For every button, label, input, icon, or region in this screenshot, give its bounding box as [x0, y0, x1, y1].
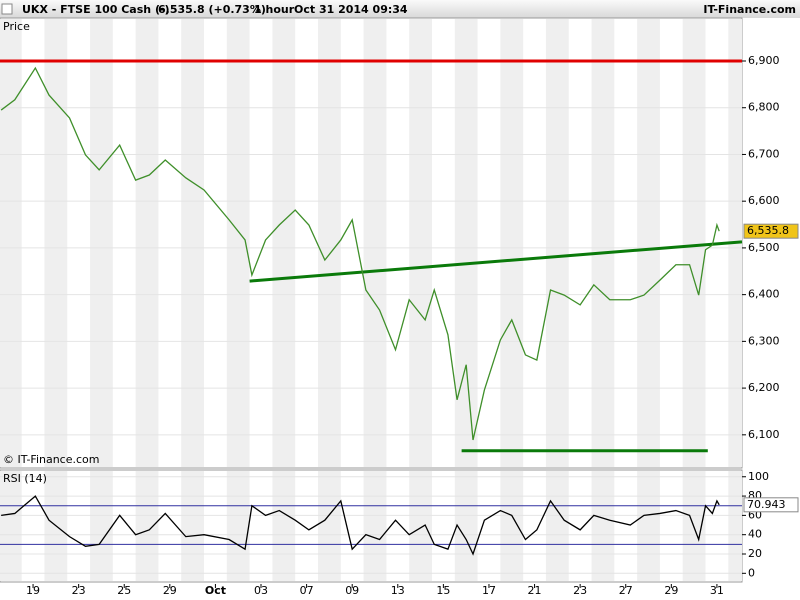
series-line — [1, 495, 720, 556]
y-tick-label: 6,300 — [748, 334, 780, 347]
day-band — [454, 19, 478, 467]
y-tick-label: 6,200 — [748, 381, 780, 394]
annotation-line — [249, 240, 743, 283]
panel-title: Price — [3, 20, 30, 33]
brand: IT-Finance.com — [703, 3, 796, 16]
day-band — [545, 471, 569, 581]
day-band — [500, 19, 524, 467]
day-band — [637, 19, 660, 467]
y-tick-label: 6,400 — [748, 288, 780, 301]
x-tick-label: 17 — [482, 584, 496, 597]
y-tick-label: 6,500 — [748, 241, 780, 254]
x-tick-label: 23 — [72, 584, 86, 597]
copyright: © IT-Finance.com — [3, 453, 100, 466]
day-band — [90, 471, 113, 581]
last-value-label: 6,535.8 — [747, 224, 789, 237]
x-tick-label: 21 — [528, 584, 542, 597]
day-band — [409, 19, 432, 467]
day-band — [272, 471, 296, 581]
x-tick-label: 29 — [163, 584, 177, 597]
timestamp: Oct 31 2014 09:34 — [294, 3, 408, 16]
day-band — [272, 19, 296, 467]
day-band — [0, 471, 22, 581]
day-band — [363, 471, 387, 581]
day-band — [591, 471, 615, 581]
x-tick-label: 19 — [26, 584, 40, 597]
day-band — [226, 471, 250, 581]
y-tick-label: 6,100 — [748, 428, 780, 441]
y-tick-label: 6,700 — [748, 147, 780, 160]
day-band — [181, 471, 205, 581]
y-tick-label: 40 — [748, 528, 762, 541]
x-tick-label: 25 — [117, 584, 131, 597]
x-tick-label: 31 — [710, 584, 724, 597]
day-band — [545, 19, 569, 467]
symbol: UKX - FTSE 100 Cash (-) — [22, 3, 170, 16]
day-band — [181, 19, 205, 467]
interval: 1 hour — [254, 3, 295, 16]
last-value-label: 70.943 — [747, 498, 786, 511]
y-tick-label: 100 — [748, 470, 769, 483]
day-band — [500, 471, 524, 581]
day-band — [363, 19, 387, 467]
x-tick-label: 13 — [391, 584, 405, 597]
x-tick-label: 23 — [573, 584, 587, 597]
x-tick-label: 29 — [664, 584, 678, 597]
day-band — [409, 471, 432, 581]
day-band — [318, 19, 341, 467]
x-tick-label: 15 — [436, 584, 450, 597]
series-line — [0, 66, 720, 441]
x-tick-label: 07 — [300, 584, 314, 597]
y-tick-label: 6,600 — [748, 194, 780, 207]
x-tick-label: 03 — [254, 584, 268, 597]
day-band — [682, 19, 706, 467]
y-tick-label: 0 — [748, 566, 755, 579]
y-tick-label: 6,800 — [748, 101, 780, 114]
header-icon — [1, 3, 13, 15]
day-band — [318, 471, 341, 581]
day-band — [591, 19, 615, 467]
day-band — [135, 471, 159, 581]
day-band — [44, 19, 68, 467]
x-tick-label: Oct — [205, 584, 226, 597]
day-band — [728, 471, 742, 581]
panel-title: RSI (14) — [3, 472, 47, 485]
day-band — [226, 19, 250, 467]
day-band — [90, 19, 113, 467]
last-value-box — [743, 223, 799, 239]
y-tick-label: 6,900 — [748, 54, 780, 67]
header-bar — [0, 0, 800, 18]
x-tick-label: 09 — [345, 584, 359, 597]
day-band — [0, 19, 22, 467]
y-tick-label: 20 — [748, 547, 762, 560]
quote: 6,535.8 (+0.73%) — [158, 3, 266, 16]
day-band — [637, 471, 660, 581]
last-value-box — [743, 497, 799, 513]
x-tick-label: 27 — [619, 584, 633, 597]
day-band — [135, 19, 159, 467]
